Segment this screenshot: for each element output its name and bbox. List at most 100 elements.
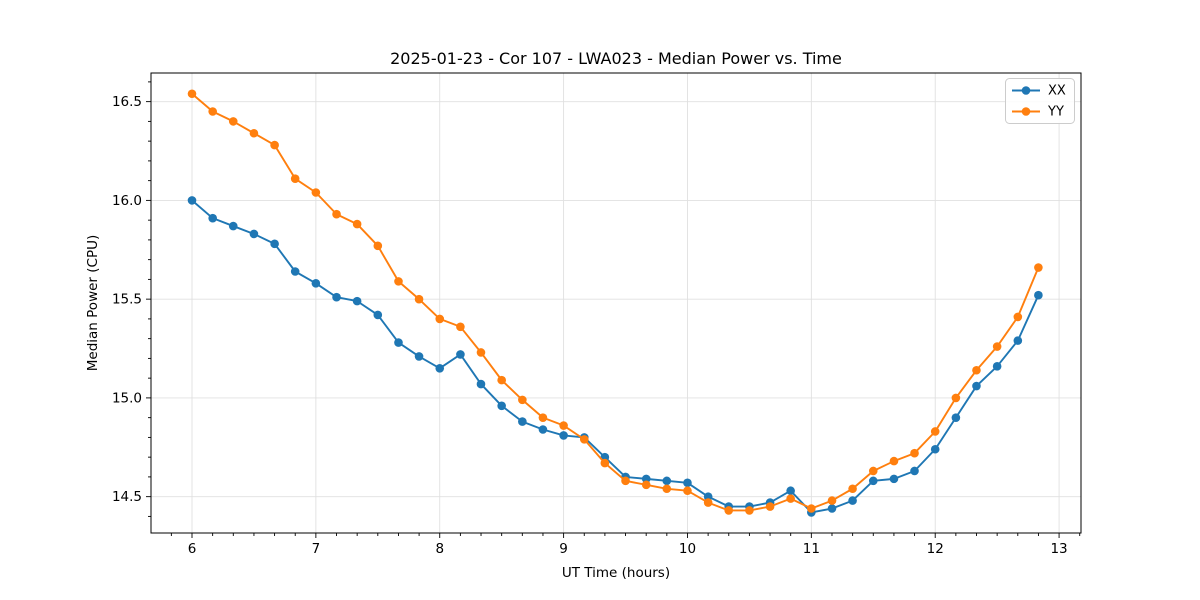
- x-tick-label: 11: [803, 541, 820, 557]
- data-point-xx: [373, 310, 383, 320]
- data-series: [187, 89, 1043, 517]
- data-point-yy: [868, 466, 878, 476]
- data-point-yy: [848, 484, 857, 494]
- legend-marker-yy: [1021, 107, 1031, 116]
- data-point-yy: [373, 241, 383, 251]
- data-point-yy: [641, 480, 651, 490]
- data-point-yy: [951, 393, 961, 403]
- y-tick-label: 16.5: [112, 94, 142, 110]
- data-point-yy: [228, 117, 238, 126]
- legend-item-yy: YY: [1012, 105, 1064, 120]
- data-point-yy: [889, 456, 899, 466]
- data-point-yy: [394, 277, 403, 286]
- data-point-yy: [662, 484, 672, 494]
- data-point-yy: [311, 188, 321, 197]
- data-point-yy: [992, 342, 1002, 351]
- data-point-xx: [352, 296, 362, 306]
- data-point-xx: [476, 379, 486, 389]
- data-point-yy: [290, 174, 300, 183]
- y-tick-label: 15.0: [112, 390, 142, 406]
- data-point-xx: [456, 350, 465, 359]
- data-point-xx: [951, 413, 961, 422]
- series-yy: [187, 89, 1043, 515]
- data-point-xx: [972, 381, 981, 391]
- data-point-yy: [621, 476, 630, 486]
- data-point-yy: [270, 140, 279, 150]
- data-point-yy: [476, 348, 486, 357]
- data-point-xx: [910, 466, 919, 476]
- gridlines: [151, 73, 1081, 533]
- data-point-xx: [290, 267, 300, 276]
- data-point-yy: [352, 219, 362, 229]
- data-point-yy: [1013, 312, 1023, 322]
- data-point-xx: [311, 279, 321, 288]
- data-point-xx: [208, 213, 217, 223]
- data-point-xx: [435, 363, 445, 373]
- data-point-xx: [187, 196, 197, 205]
- data-point-yy: [456, 322, 465, 332]
- data-point-xx: [641, 474, 651, 484]
- data-point-yy: [827, 496, 837, 505]
- x-tick-label: 6: [188, 541, 197, 557]
- data-point-yy: [414, 294, 424, 304]
- data-point-yy: [703, 498, 713, 507]
- data-point-yy: [249, 128, 259, 138]
- data-point-xx: [930, 444, 940, 454]
- x-tick-label: 13: [1050, 541, 1067, 557]
- data-point-yy: [332, 209, 341, 219]
- data-point-xx: [868, 476, 878, 486]
- data-point-yy: [435, 314, 445, 324]
- legend-label-yy: YY: [1047, 105, 1064, 120]
- data-point-xx: [559, 431, 568, 440]
- legend-item-xx: XX: [1012, 84, 1066, 99]
- series-xx: [187, 196, 1043, 517]
- data-point-yy: [745, 506, 754, 515]
- data-point-yy: [765, 502, 775, 511]
- legend-marker-xx: [1021, 86, 1031, 95]
- data-point-yy: [187, 89, 197, 99]
- data-point-yy: [518, 395, 527, 405]
- data-point-xx: [1034, 290, 1043, 300]
- tick-labels: 6 7 8 9 10 11 12 13 14.5 15.0 15.5 16.0 16.5: [112, 94, 1068, 557]
- data-point-xx: [249, 229, 259, 239]
- data-point-yy: [600, 458, 610, 468]
- chart-title: 2025-01-23 - Cor 107 - LWA023 - Median P…: [390, 49, 842, 68]
- data-point-xx: [827, 504, 837, 513]
- data-point-yy: [497, 375, 506, 385]
- y-tick-label: 16.0: [112, 193, 142, 209]
- x-tick-label: 7: [312, 541, 321, 557]
- data-point-xx: [394, 338, 403, 347]
- plot-border: [150, 72, 1082, 534]
- data-point-yy: [910, 448, 919, 458]
- data-point-xx: [786, 486, 795, 496]
- x-tick-label: 8: [435, 541, 444, 557]
- data-point-yy: [807, 504, 816, 513]
- data-point-yy: [930, 427, 940, 436]
- data-point-xx: [518, 417, 527, 426]
- data-point-yy: [972, 365, 981, 375]
- data-point-xx: [228, 221, 238, 231]
- data-point-xx: [848, 496, 857, 505]
- data-point-xx: [992, 362, 1002, 371]
- data-point-yy: [579, 435, 589, 444]
- x-tick-label: 12: [927, 541, 944, 557]
- x-tick-label: 9: [559, 541, 568, 557]
- data-point-xx: [414, 352, 424, 361]
- data-point-xx: [683, 478, 692, 488]
- data-point-xx: [538, 425, 548, 434]
- y-axis-label: Median Power (CPU): [85, 235, 101, 371]
- data-point-xx: [332, 292, 341, 302]
- data-point-yy: [559, 421, 568, 430]
- x-axis-label: UT Time (hours): [562, 565, 670, 581]
- series-line-yy: [191, 92, 1040, 512]
- data-point-xx: [889, 474, 899, 484]
- y-tick-label: 15.5: [112, 292, 142, 308]
- data-point-xx: [270, 239, 279, 249]
- data-point-xx: [497, 401, 506, 411]
- x-tick-label: 10: [679, 541, 696, 557]
- data-point-yy: [208, 107, 217, 116]
- legend: XX YY: [1005, 78, 1075, 124]
- y-tick-label: 14.5: [112, 489, 142, 505]
- data-point-yy: [1034, 263, 1043, 272]
